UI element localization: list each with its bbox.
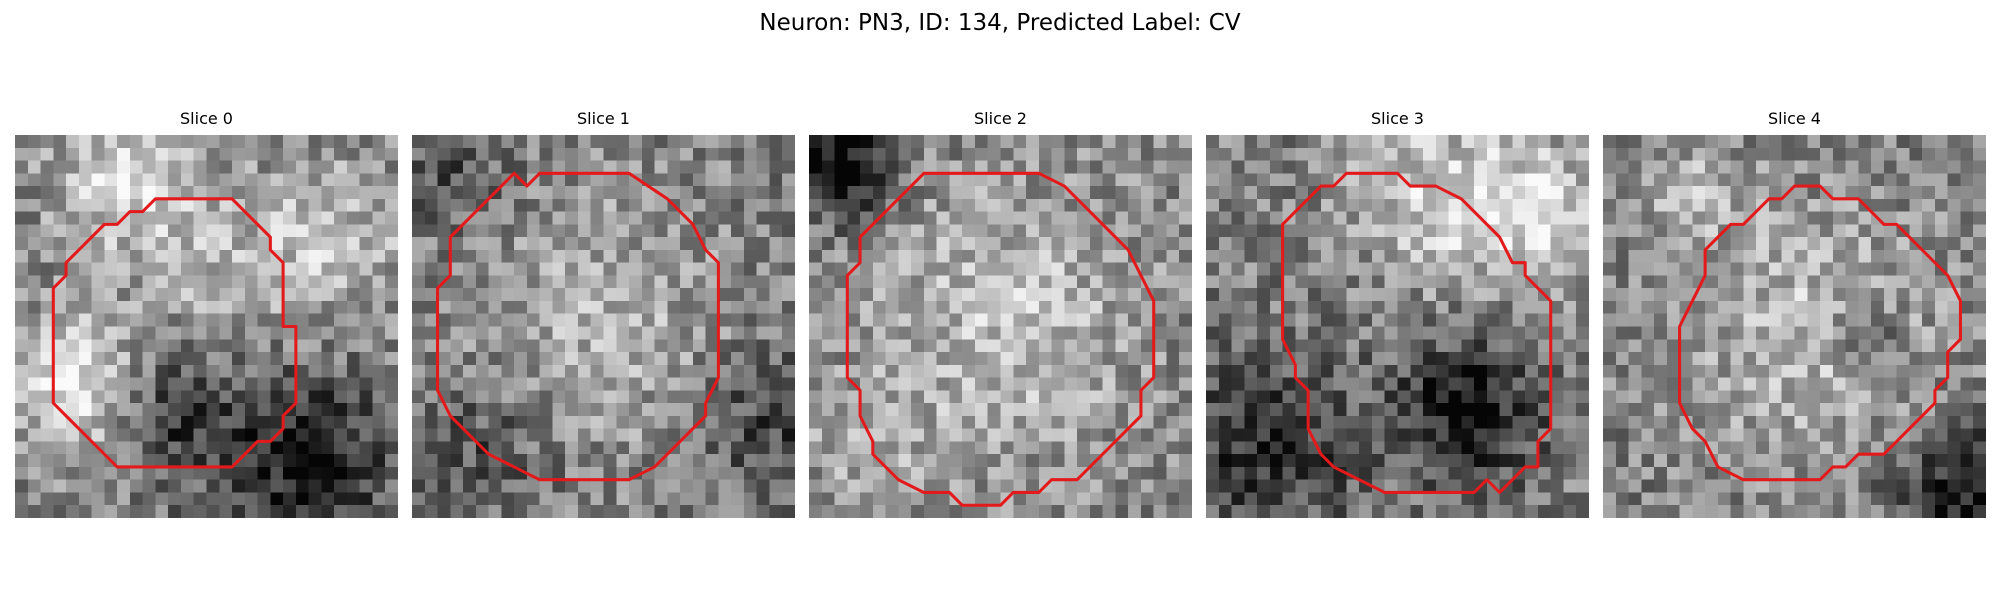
slice-panel-1: Slice 1 xyxy=(412,108,795,518)
grayscale-image xyxy=(15,135,398,518)
grayscale-image xyxy=(809,135,1192,518)
slice-panel-0: Slice 0 xyxy=(15,108,398,518)
figure-title: Neuron: PN3, ID: 134, Predicted Label: C… xyxy=(759,10,1241,36)
segmentation-contour xyxy=(1281,171,1553,494)
slice-panel-2: Slice 2 xyxy=(809,108,1192,518)
segmentation-contour xyxy=(51,197,298,469)
slice-image xyxy=(412,135,795,518)
slice-image xyxy=(1206,135,1589,518)
slice-panel-4: Slice 4 xyxy=(1603,108,1986,518)
segmentation-contour xyxy=(436,171,720,482)
slice-title: Slice 3 xyxy=(1371,109,1424,128)
slice-image xyxy=(809,135,1192,518)
grayscale-image xyxy=(1206,135,1589,518)
slice-title: Slice 1 xyxy=(577,109,630,128)
segmentation-contour xyxy=(845,171,1156,507)
slice-panel-3: Slice 3 xyxy=(1206,108,1589,518)
slice-image xyxy=(1603,135,1986,518)
grayscale-image xyxy=(1603,135,1986,518)
slice-title: Slice 4 xyxy=(1768,109,1821,128)
slice-title: Slice 2 xyxy=(974,109,1027,128)
slice-title: Slice 0 xyxy=(180,109,233,128)
segmentation-contour xyxy=(1678,184,1962,482)
grayscale-image xyxy=(412,135,795,518)
slice-image xyxy=(15,135,398,518)
